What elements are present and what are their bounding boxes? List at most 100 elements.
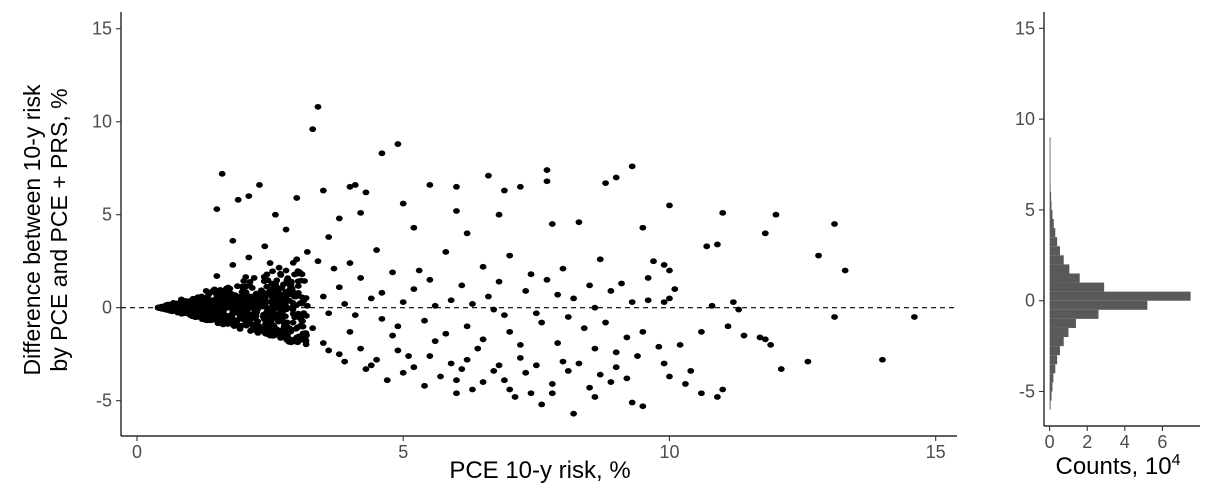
scatter-point (290, 293, 298, 300)
scatter-point (623, 375, 631, 382)
scatter-point (628, 299, 636, 306)
histogram-bar (1049, 155, 1051, 165)
scatter-point (618, 280, 625, 287)
histogram-x-tick-label: 0 (1045, 432, 1055, 452)
scatter-point (485, 172, 492, 179)
scatter-point (250, 310, 258, 317)
scatter-point (335, 284, 343, 291)
scatter-point (346, 328, 354, 335)
scatter-point (325, 310, 333, 317)
scatter-point (570, 295, 578, 302)
scatter-point (378, 289, 386, 296)
scatter-point (841, 267, 849, 274)
scatter-point (367, 362, 375, 369)
histogram-bar (1049, 209, 1053, 219)
scatter-point (453, 208, 460, 214)
scatter-point (682, 381, 689, 387)
scatter-point (639, 224, 647, 231)
scatter-point (362, 366, 370, 372)
scatter-point (282, 327, 290, 333)
histogram-bar (1049, 400, 1051, 410)
scatter-point (244, 300, 251, 307)
scatter-point (479, 263, 487, 270)
scatter-point (479, 336, 487, 343)
scatter-y-tick-label: 10 (92, 112, 112, 132)
scatter-point (495, 278, 503, 285)
scatter-point (596, 371, 604, 378)
histogram-bar (1049, 382, 1053, 392)
scatter-point (538, 401, 546, 408)
scatter-point (378, 315, 386, 322)
scatter-point (671, 286, 679, 292)
scatter-point (299, 336, 307, 343)
scatter-point (272, 289, 279, 296)
scatter-point (293, 195, 301, 201)
scatter-point (288, 285, 296, 292)
scatter-point (543, 178, 551, 185)
scatter-x-tick-label: 15 (926, 442, 946, 462)
scatter-point (500, 312, 508, 319)
scatter-y-tick-label: 15 (92, 19, 112, 39)
scatter-point (570, 410, 578, 417)
histogram-bar (1049, 273, 1080, 283)
scatter-point (527, 271, 535, 278)
scatter-point (522, 288, 530, 294)
scatter-point (666, 202, 673, 209)
scatter-point (660, 262, 668, 268)
scatter-point (639, 403, 647, 410)
histogram-bars (1049, 137, 1191, 410)
scatter-point (224, 321, 232, 327)
histogram-x-ticks: 0 2 4 6 (1045, 426, 1167, 452)
scatter-point (168, 304, 176, 311)
scatter-point (389, 332, 396, 339)
scatter-point (225, 286, 233, 293)
scatter-point (298, 271, 306, 278)
scatter-point (330, 265, 338, 272)
scatter-point (309, 325, 317, 332)
scatter-point (543, 276, 551, 283)
scatter-point (767, 341, 775, 348)
scatter-point (269, 285, 277, 292)
scatter-point (242, 274, 250, 280)
scatter-point (740, 332, 748, 339)
scatter-point (265, 327, 273, 334)
scatter-x-tick-label: 5 (398, 442, 408, 462)
scatter-point (225, 296, 233, 302)
histogram-bar (1049, 373, 1054, 383)
scatter-point (245, 193, 253, 200)
scatter-point (703, 243, 711, 250)
scatter-point (302, 295, 310, 301)
scatter-point (268, 280, 276, 287)
scatter-point (591, 304, 599, 311)
scatter-x-axis-title: PCE 10-y risk, % (449, 457, 630, 483)
scatter-point (554, 340, 562, 346)
scatter-point (303, 332, 310, 339)
scatter-point (319, 340, 327, 346)
scatter-point (548, 221, 556, 227)
scatter-x-tick-label: 0 (132, 442, 142, 462)
scatter-point (218, 170, 226, 177)
scatter-point (879, 356, 886, 363)
scatter-point (666, 373, 673, 380)
histogram-bar (1049, 228, 1056, 238)
scatter-point (216, 306, 223, 313)
scatter-point (559, 358, 567, 365)
histogram-y-tick-label: 0 (1025, 291, 1035, 311)
histogram-bar (1049, 346, 1060, 356)
scatter-point (660, 299, 668, 306)
scatter-y-tick-label: -5 (96, 391, 112, 411)
scatter-point (247, 328, 254, 334)
histogram-bar (1049, 309, 1099, 319)
scatter-point (325, 347, 333, 354)
scatter-point (485, 293, 492, 300)
scatter-point (289, 303, 297, 310)
scatter-point (602, 319, 609, 326)
scatter-point (240, 286, 247, 292)
scatter-point (277, 308, 285, 315)
scatter-point (431, 338, 439, 345)
scatter-point (218, 315, 226, 322)
histogram-y-tick-label: 10 (1015, 109, 1035, 129)
scatter-point (644, 275, 652, 281)
